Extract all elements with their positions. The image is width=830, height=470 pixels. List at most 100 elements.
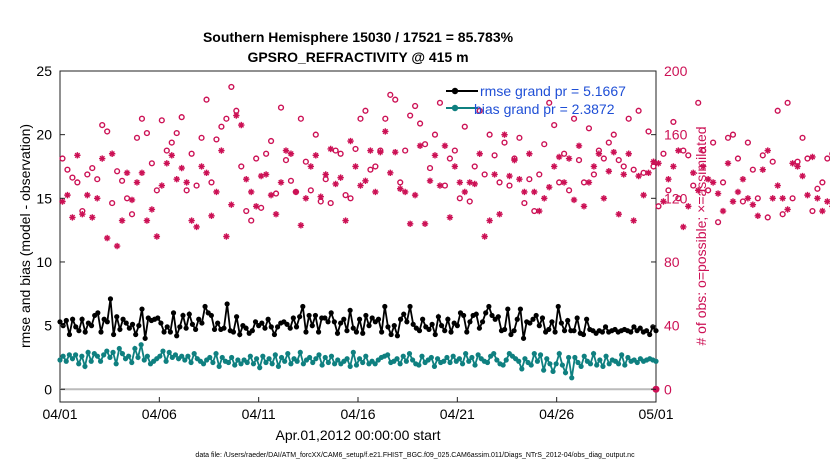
bias-point	[73, 352, 79, 358]
rmse-point	[527, 320, 533, 326]
bias-point	[144, 353, 150, 359]
rmse-point	[338, 320, 344, 326]
assimilated-obs-point	[784, 206, 791, 213]
series-rmse	[57, 296, 659, 341]
bias-point	[263, 359, 269, 366]
possible-obs-point	[332, 147, 339, 154]
possible-obs-point	[774, 107, 781, 114]
assimilated-obs-point	[511, 156, 518, 164]
assimilated-obs-point	[367, 147, 374, 154]
left-axis-ticks: 0 5 10 15 20 25	[36, 63, 65, 397]
rmse-point	[341, 316, 347, 322]
bias-point	[363, 353, 369, 359]
bias-point	[294, 358, 300, 364]
rmse-point	[489, 312, 495, 319]
rmse-point	[76, 328, 82, 334]
bias-point	[537, 352, 544, 358]
plot-frame	[59, 70, 657, 403]
possible-obs-point	[397, 179, 404, 186]
bias-point	[60, 353, 66, 359]
legend-rmse-label: rmse grand pr = 5.1667	[480, 83, 626, 99]
assimilated-obs-point	[158, 182, 166, 189]
assimilated-obs-point	[695, 187, 702, 194]
rmse-point	[142, 335, 148, 341]
possible-obs-point	[764, 214, 771, 221]
assimilated-obs-point	[600, 195, 608, 202]
bias-point	[569, 375, 575, 381]
possible-obs-point	[357, 115, 364, 122]
possible-obs-point	[605, 139, 612, 146]
possible-obs-point	[784, 99, 791, 106]
possible-obs-point	[486, 131, 493, 138]
x-tick-label: 04/11	[242, 406, 276, 422]
assimilated-obs-point	[550, 163, 558, 170]
possible-obs-point	[615, 157, 622, 164]
bias-point	[275, 363, 282, 369]
rmse-point	[385, 324, 391, 330]
assimilated-obs-point	[476, 150, 483, 157]
rmse-point	[483, 310, 489, 316]
possible-obs-point	[640, 169, 647, 176]
bias-point	[213, 351, 219, 357]
possible-obs-point	[695, 99, 702, 106]
possible-obs-point	[819, 179, 826, 186]
bias-point	[484, 359, 491, 366]
assimilated-obs-point	[153, 233, 161, 240]
possible-obs-point	[506, 182, 513, 189]
bias-point	[590, 351, 597, 357]
rmse-point	[129, 321, 136, 327]
possible-obs-point	[739, 198, 747, 205]
possible-obs-point	[133, 134, 141, 141]
assimilated-obs-point	[218, 147, 225, 154]
rmse-point	[467, 319, 473, 325]
series-assimilated-obs	[59, 112, 830, 393]
possible-obs-point	[451, 147, 458, 154]
assimilated-obs-point	[804, 191, 811, 199]
right-axis-ticks: 0 40 80 120 160 200	[651, 63, 688, 397]
rmse-point	[432, 331, 438, 338]
assimilated-obs-point	[536, 207, 543, 215]
bias-point	[491, 351, 497, 357]
rmse-point	[158, 320, 164, 326]
possible-obs-point	[173, 129, 180, 137]
assimilated-obs-point	[297, 222, 305, 229]
assimilated-obs-point	[630, 217, 637, 224]
bias-point	[141, 357, 147, 363]
bias-point	[188, 359, 194, 366]
rmse-point	[268, 324, 274, 330]
rmse-point	[73, 324, 79, 330]
rmse-point	[495, 314, 501, 320]
bias-point	[431, 363, 438, 369]
right-tick-label: 0	[664, 381, 672, 397]
assimilated-obs-point	[317, 193, 324, 200]
assimilated-obs-point	[292, 188, 300, 196]
rmse-point	[552, 329, 558, 335]
assimilated-obs-point	[198, 163, 205, 170]
rmse-point	[243, 325, 249, 331]
rmse-point	[221, 325, 227, 331]
possible-obs-point	[258, 204, 265, 211]
bias-point	[101, 352, 107, 358]
assimilated-obs-point	[99, 155, 106, 162]
rmse-point	[328, 310, 334, 316]
bias-point	[328, 353, 335, 359]
assimilated-obs-point	[635, 172, 642, 180]
rmse-point	[183, 325, 189, 331]
bias-point	[556, 351, 562, 357]
assimilated-obs-point	[749, 201, 757, 208]
bias-point	[88, 358, 94, 364]
rmse-point	[57, 319, 63, 325]
bias-point	[397, 361, 403, 367]
bias-point	[419, 353, 425, 359]
assimilated-obs-point	[471, 180, 478, 188]
rmse-point	[511, 328, 517, 334]
possible-obs-point	[402, 147, 409, 154]
rmse-point	[186, 311, 192, 317]
bias-point	[66, 352, 72, 358]
left-tick-label: 0	[44, 381, 52, 397]
assimilated-obs-point	[451, 163, 459, 170]
rmse-point	[643, 328, 650, 334]
assimilated-obs-point	[809, 153, 816, 161]
legend-rmse-marker	[451, 87, 459, 95]
rmse-point	[123, 320, 129, 326]
